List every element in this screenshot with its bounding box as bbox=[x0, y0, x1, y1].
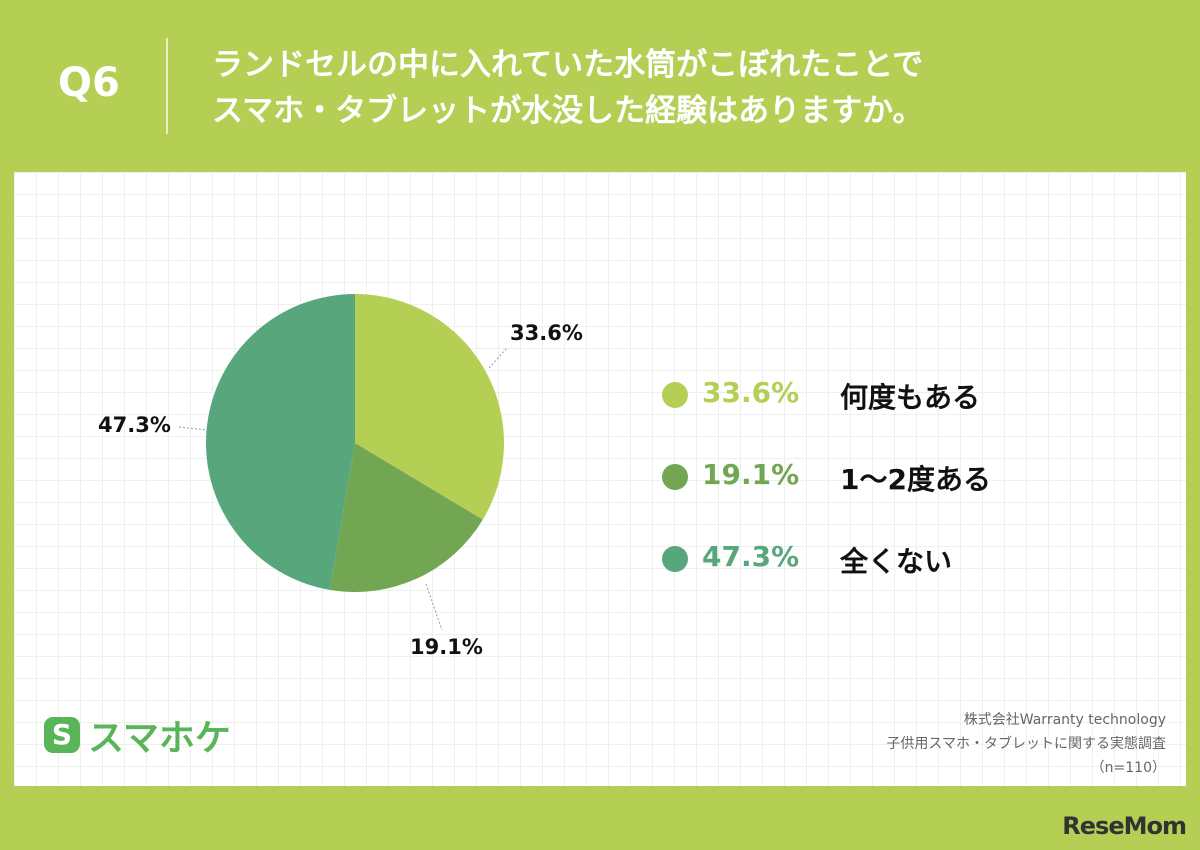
legend-pct-0: 33.6% bbox=[702, 376, 800, 409]
legend-label-0: 何度もある bbox=[840, 381, 981, 414]
slice-label-0: 33.6% bbox=[510, 321, 583, 345]
question-text: ランドセルの中に入れていた水筒がこぼれたことで スマホ・タブレットが水没した経験… bbox=[212, 42, 1172, 134]
chart-panel: 33.6% 19.1% 47.3% 33.6% 何度もある 19.1% 1〜2度ある… bbox=[14, 172, 1186, 786]
legend-item-2: 47.3% 全くない bbox=[662, 536, 1142, 618]
sumahoke-logo: S スマホケ bbox=[44, 710, 231, 760]
slice-label-1: 19.1% bbox=[410, 635, 483, 659]
legend-label-2: 全くない bbox=[840, 545, 953, 578]
pie-slice-1 bbox=[329, 443, 483, 592]
source-sample: （n=110） bbox=[1090, 760, 1166, 776]
header: Q6 ランドセルの中に入れていた水筒がこぼれたことで スマホ・タブレットが水没し… bbox=[0, 0, 1200, 172]
pie-slice-2 bbox=[205, 294, 355, 590]
question-line-2: スマホ・タブレットが水没した経験はありますか。 bbox=[212, 93, 924, 129]
leader-line-0 bbox=[488, 347, 508, 369]
logo-text: スマホケ bbox=[88, 718, 231, 759]
legend-dot-2 bbox=[662, 546, 688, 572]
source-survey: 子供用スマホ・タブレットに関する実態調査 bbox=[886, 736, 1166, 752]
logo-mark-icon: S bbox=[44, 717, 80, 753]
leader-line-2 bbox=[178, 426, 208, 431]
legend-dot-0 bbox=[662, 382, 688, 408]
resemom-logo: ReseMom bbox=[1062, 812, 1187, 840]
legend-pct-2: 47.3% bbox=[702, 540, 800, 573]
legend-label-1: 1〜2度ある bbox=[840, 463, 991, 496]
pie-slice-0 bbox=[355, 294, 505, 520]
leader-line-1 bbox=[425, 583, 443, 631]
legend-item-1: 19.1% 1〜2度ある bbox=[662, 454, 1142, 536]
legend-pct-1: 19.1% bbox=[702, 458, 800, 491]
header-divider bbox=[166, 38, 168, 134]
legend-dot-1 bbox=[662, 464, 688, 490]
question-number: Q6 bbox=[58, 60, 120, 106]
pie-chart: 33.6% 19.1% 47.3% bbox=[98, 294, 583, 659]
source-company: 株式会社Warranty technology bbox=[963, 712, 1166, 728]
legend: 33.6% 何度もある 19.1% 1〜2度ある 47.3% 全くない bbox=[662, 372, 1142, 618]
slice-label-2: 47.3% bbox=[98, 413, 171, 437]
source-note: 株式会社Warranty technology 子供用スマホ・タブレットに関する… bbox=[886, 708, 1166, 780]
legend-item-0: 33.6% 何度もある bbox=[662, 372, 1142, 454]
question-line-1: ランドセルの中に入れていた水筒がこぼれたことで bbox=[212, 47, 924, 83]
